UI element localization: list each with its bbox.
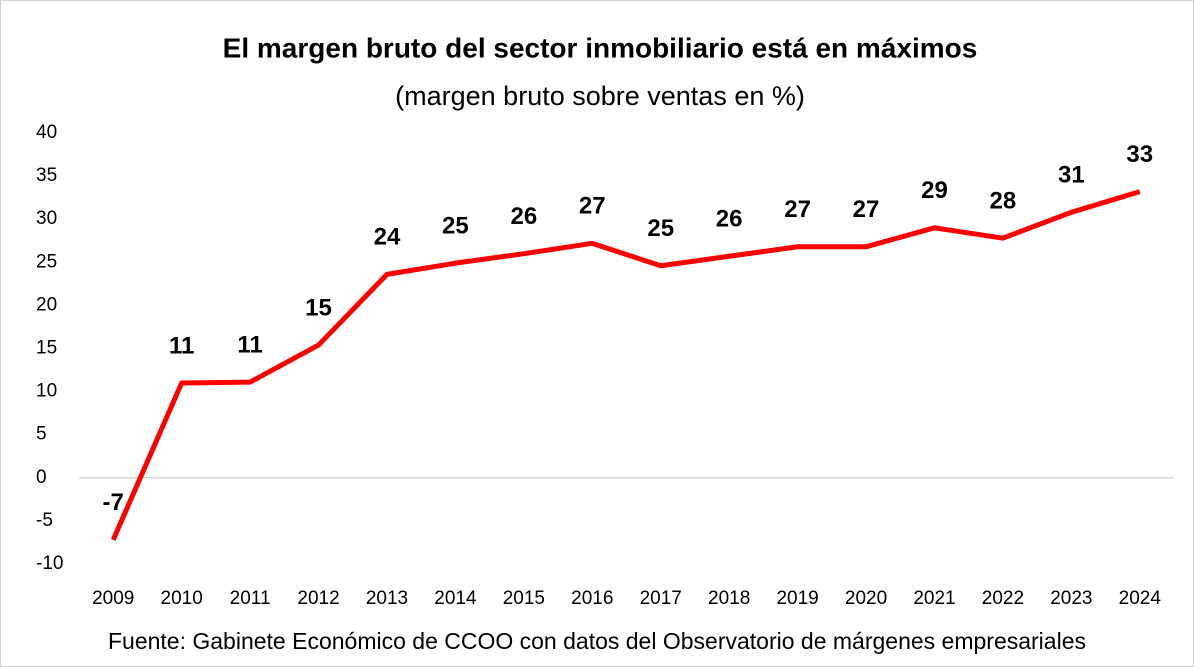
x-tick-label: 2011	[230, 588, 271, 609]
data-label: 26	[716, 206, 743, 233]
data-label: -7	[103, 489, 124, 516]
x-tick-label: 2022	[982, 588, 1024, 609]
x-tick-label: 2013	[366, 588, 408, 609]
data-label: 25	[442, 213, 469, 240]
y-tick-label: -5	[36, 510, 53, 531]
data-label: 27	[853, 196, 880, 223]
data-label: 15	[305, 294, 332, 321]
y-tick-label: 0	[36, 467, 47, 488]
data-label: 28	[990, 188, 1017, 215]
x-tick-label: 2019	[776, 588, 818, 609]
y-tick-label: -10	[36, 553, 63, 574]
x-tick-label: 2012	[297, 588, 339, 609]
data-label: 27	[579, 193, 606, 220]
y-tick-label: 40	[36, 122, 57, 143]
data-label: 11	[169, 332, 194, 359]
y-tick-label: 10	[36, 381, 57, 402]
y-tick-label: 35	[36, 165, 57, 186]
data-label: 27	[784, 196, 811, 223]
data-label: 25	[647, 215, 674, 242]
data-label: 29	[921, 177, 948, 204]
x-tick-label: 2010	[161, 588, 203, 609]
y-tick-label: 30	[36, 208, 57, 229]
x-tick-label: 2017	[640, 588, 682, 609]
data-line	[110, 189, 1141, 541]
x-tick-label: 2020	[845, 588, 887, 609]
x-tick-label: 2016	[571, 588, 613, 609]
chart-title: El margen bruto del sector inmobiliario …	[223, 32, 978, 63]
data-label: 24	[374, 224, 401, 251]
y-tick-label: 25	[36, 251, 57, 272]
x-tick-label: 2018	[708, 588, 750, 609]
chart-subtitle: (margen bruto sobre ventas en %)	[395, 81, 805, 111]
y-tick-label: 15	[36, 338, 57, 359]
data-label: 11	[237, 331, 262, 358]
x-tick-label: 2014	[434, 588, 477, 609]
y-tick-label: 5	[36, 424, 47, 445]
data-label: 26	[510, 203, 537, 230]
source-note: Fuente: Gabinete Económico de CCOO con d…	[108, 628, 1086, 654]
data-label: 31	[1058, 162, 1085, 189]
x-tick-label: 2021	[913, 588, 955, 609]
y-tick-label: 20	[36, 294, 57, 315]
x-tick-label: 2015	[503, 588, 545, 609]
data-label: 33	[1126, 141, 1153, 168]
x-tick-label: 2023	[1050, 588, 1092, 609]
x-tick-label: 2009	[92, 588, 134, 609]
x-tick-label: 2024	[1119, 588, 1162, 609]
